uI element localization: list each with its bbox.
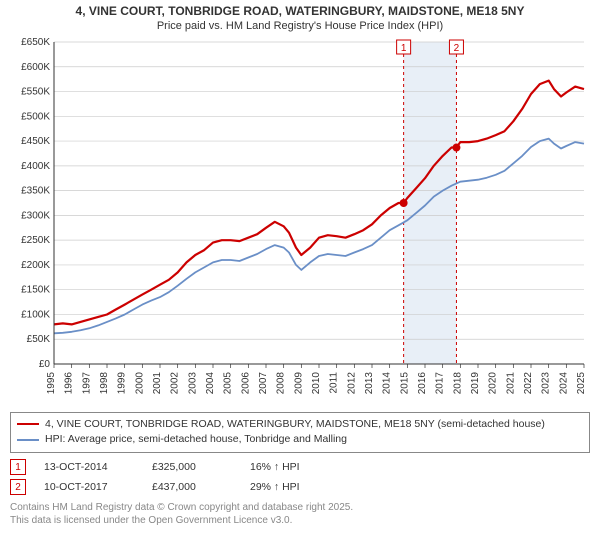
svg-text:2023: 2023: [541, 371, 552, 394]
line-chart-svg: £0 £50K £100K £150K £200K £250K £300K £350K £400…: [10, 36, 590, 406]
svg-text:2016: 2016: [417, 371, 428, 394]
marker-date-1: 13-OCT-2014: [44, 461, 134, 473]
svg-text:£500K: £500K: [21, 111, 50, 122]
legend-row: HPI: Average price, semi-detached house,…: [17, 432, 583, 448]
marker-row: 2 10-OCT-2017 £437,000 29% ↑ HPI: [10, 477, 590, 497]
svg-text:2003: 2003: [187, 371, 198, 394]
svg-text:2022: 2022: [523, 371, 534, 394]
svg-text:2017: 2017: [435, 371, 446, 394]
svg-text:1996: 1996: [64, 371, 75, 394]
svg-text:2009: 2009: [293, 371, 304, 394]
svg-text:£650K: £650K: [21, 37, 50, 48]
attribution-line2: This data is licensed under the Open Gov…: [10, 514, 590, 527]
marker-date-2: 10-OCT-2017: [44, 481, 134, 493]
svg-text:£300K: £300K: [21, 210, 50, 221]
svg-text:£100K: £100K: [21, 309, 50, 320]
svg-text:1998: 1998: [99, 371, 110, 394]
legend-box: 4, VINE COURT, TONBRIDGE ROAD, WATERINGB…: [10, 412, 590, 454]
chart-title-line2: Price paid vs. HM Land Registry's House …: [0, 20, 600, 36]
svg-text:1997: 1997: [81, 371, 92, 394]
marker-delta-1: 16% ↑ HPI: [250, 461, 340, 473]
marker-delta-2: 29% ↑ HPI: [250, 481, 340, 493]
svg-text:2005: 2005: [223, 371, 234, 394]
svg-text:2006: 2006: [240, 371, 251, 394]
svg-text:£600K: £600K: [21, 61, 50, 72]
svg-text:£350K: £350K: [21, 185, 50, 196]
svg-text:2: 2: [454, 43, 460, 54]
svg-text:2002: 2002: [170, 371, 181, 394]
svg-text:1999: 1999: [117, 371, 128, 394]
legend-row: 4, VINE COURT, TONBRIDGE ROAD, WATERINGB…: [17, 417, 583, 433]
marker-price-2: £437,000: [152, 481, 232, 493]
svg-text:2020: 2020: [488, 371, 499, 394]
svg-text:2011: 2011: [329, 371, 340, 393]
svg-text:2025: 2025: [576, 371, 587, 394]
svg-text:1: 1: [401, 43, 407, 54]
marker-price-1: £325,000: [152, 461, 232, 473]
svg-text:2007: 2007: [258, 371, 269, 394]
legend-label-price-paid: 4, VINE COURT, TONBRIDGE ROAD, WATERINGB…: [45, 417, 545, 433]
svg-text:£50K: £50K: [27, 334, 51, 345]
chart-title-line1: 4, VINE COURT, TONBRIDGE ROAD, WATERINGB…: [0, 0, 600, 20]
svg-text:2019: 2019: [470, 371, 481, 394]
svg-text:£0: £0: [39, 359, 51, 370]
svg-text:2015: 2015: [399, 371, 410, 394]
svg-text:2012: 2012: [346, 371, 357, 394]
chart-area: £0 £50K £100K £150K £200K £250K £300K £350K £400…: [10, 36, 590, 406]
attribution: Contains HM Land Registry data © Crown c…: [10, 501, 590, 527]
svg-text:2004: 2004: [205, 371, 216, 394]
marker-row: 1 13-OCT-2014 £325,000 16% ↑ HPI: [10, 457, 590, 477]
svg-text:2024: 2024: [558, 371, 569, 394]
svg-text:£400K: £400K: [21, 160, 50, 171]
svg-text:2001: 2001: [152, 371, 163, 394]
svg-text:2000: 2000: [134, 371, 145, 394]
svg-text:£450K: £450K: [21, 136, 50, 147]
svg-text:2018: 2018: [452, 371, 463, 394]
legend-swatch-price-paid: [17, 423, 39, 425]
svg-text:£550K: £550K: [21, 86, 50, 97]
svg-text:1995: 1995: [46, 371, 57, 394]
attribution-line1: Contains HM Land Registry data © Crown c…: [10, 501, 590, 514]
svg-text:2014: 2014: [382, 371, 393, 394]
svg-text:£250K: £250K: [21, 235, 50, 246]
marker-badge-2: 2: [10, 479, 26, 495]
marker-table: 1 13-OCT-2014 £325,000 16% ↑ HPI 2 10-OC…: [10, 457, 590, 497]
svg-text:£200K: £200K: [21, 260, 50, 271]
svg-text:2013: 2013: [364, 371, 375, 394]
svg-text:2010: 2010: [311, 371, 322, 394]
legend-label-hpi: HPI: Average price, semi-detached house,…: [45, 432, 347, 448]
svg-text:2021: 2021: [505, 371, 516, 394]
svg-text:2008: 2008: [276, 371, 287, 394]
svg-text:£150K: £150K: [21, 284, 50, 295]
marker-badge-1: 1: [10, 459, 26, 475]
legend-swatch-hpi: [17, 439, 39, 441]
